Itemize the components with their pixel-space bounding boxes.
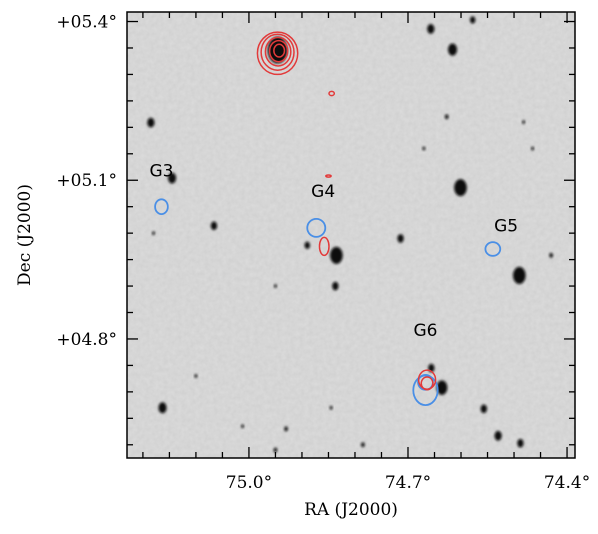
stellar-source — [152, 231, 155, 235]
stellar-source — [469, 16, 476, 24]
stellar-source — [194, 374, 198, 378]
x-tick-label: 74.7° — [385, 473, 431, 493]
stellar-source — [158, 402, 167, 414]
red-contour — [318, 236, 330, 257]
blue-contour — [484, 241, 502, 257]
y-tick-label: +05.1° — [56, 171, 117, 191]
stellar-source — [549, 252, 553, 258]
stellar-source — [436, 380, 448, 395]
x-tick-labels: 75.0° 74.7° 74.4° — [226, 473, 590, 493]
stellar-source — [494, 430, 502, 441]
stellar-source — [454, 179, 467, 197]
stellar-source — [361, 442, 365, 448]
x-tick-label: 75.0° — [226, 473, 272, 493]
source-annotations: G3 G4 G5 G6 — [149, 162, 518, 341]
red-contour — [256, 31, 299, 76]
source-label: G4 — [311, 182, 335, 202]
axis-ticks — [127, 12, 575, 458]
blue-contour-set — [154, 198, 502, 406]
red-contour — [260, 33, 295, 71]
source-label: G3 — [149, 162, 173, 182]
stellar-source — [522, 120, 525, 124]
stellar-source — [513, 266, 526, 285]
stellar-source — [444, 114, 449, 120]
stellar-source — [168, 172, 177, 184]
red-contour — [268, 39, 289, 63]
stellar-source — [304, 241, 310, 249]
y-axis-title: Dec (J2000) — [15, 184, 35, 286]
stellar-sources — [147, 16, 553, 469]
red-contour — [325, 174, 332, 178]
stellar-source — [284, 426, 288, 432]
blue-contour — [306, 217, 327, 238]
y-tick-labels: +05.4° +05.1° +04.8° — [56, 13, 117, 350]
x-tick-label: 74.4° — [544, 473, 590, 493]
stellar-source — [397, 234, 404, 243]
red-contour — [328, 90, 336, 97]
stellar-source — [448, 43, 458, 56]
stellar-source — [422, 146, 426, 151]
image-noise — [127, 12, 575, 458]
x-axis-title: RA (J2000) — [304, 500, 398, 520]
stellar-source — [531, 146, 534, 151]
plot-area — [127, 12, 575, 469]
plot-frame — [126, 11, 576, 459]
stellar-source — [330, 246, 343, 264]
stellar-source — [480, 404, 487, 414]
red-contour-set — [256, 31, 437, 391]
y-tick-label: +05.4° — [56, 13, 117, 33]
stellar-source — [427, 24, 435, 34]
source-label: G6 — [413, 321, 437, 341]
blue-contour — [154, 198, 169, 216]
red-contour — [273, 43, 286, 58]
stellar-source — [147, 117, 155, 128]
red-contour — [264, 36, 292, 67]
stellar-source — [273, 447, 278, 453]
stellar-source — [274, 284, 277, 288]
stellar-source — [241, 424, 244, 429]
stellar-source — [329, 405, 333, 410]
stellar-source — [338, 462, 343, 469]
stellar-source — [210, 221, 218, 231]
source-label: G5 — [494, 217, 518, 237]
stellar-source — [517, 438, 524, 448]
red-contour — [420, 376, 434, 391]
y-tick-label: +04.8° — [56, 330, 117, 350]
stellar-source — [332, 281, 339, 291]
